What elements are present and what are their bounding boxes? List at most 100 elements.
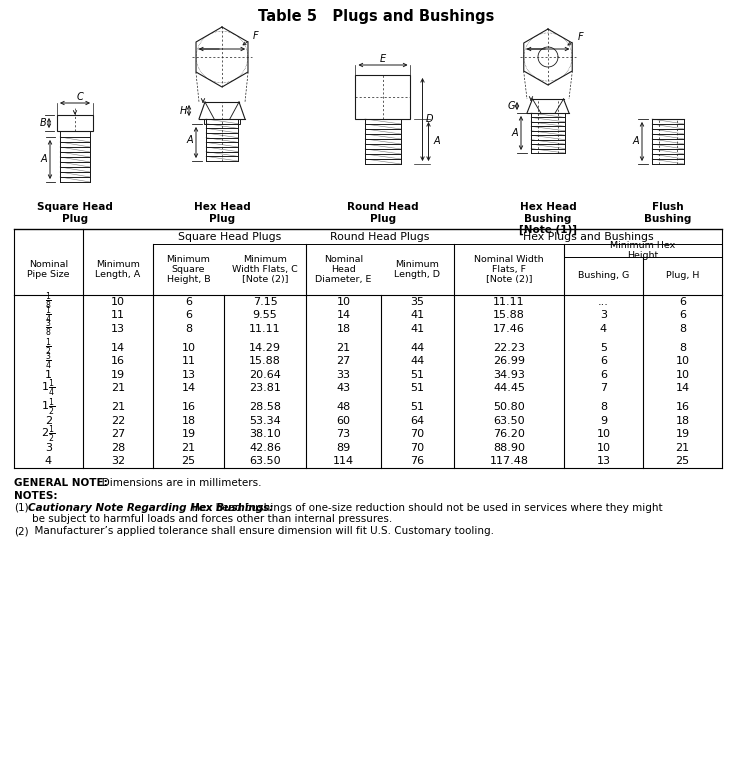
- Text: B: B: [40, 118, 47, 128]
- Text: 9.55: 9.55: [252, 310, 277, 320]
- Text: NOTES:: NOTES:: [14, 491, 57, 501]
- Text: Manufacturer’s applied tolerance shall ensure dimension will fit U.S. Customary : Manufacturer’s applied tolerance shall e…: [28, 526, 494, 536]
- Text: 14: 14: [675, 383, 690, 393]
- Text: Plug, H: Plug, H: [666, 272, 700, 281]
- Text: Square Head
Plug: Square Head Plug: [37, 202, 113, 223]
- Text: 22.23: 22.23: [493, 343, 525, 353]
- Text: Round Head
Plug: Round Head Plug: [347, 202, 419, 223]
- Text: 11.11: 11.11: [249, 324, 281, 334]
- Text: 10: 10: [675, 357, 690, 366]
- Text: Hex Head
Bushing
[Note (1)]: Hex Head Bushing [Note (1)]: [519, 202, 577, 235]
- Text: 8: 8: [600, 402, 607, 413]
- Text: 28.58: 28.58: [249, 402, 281, 413]
- Text: A: A: [633, 136, 639, 147]
- Text: Minimum
Length, D: Minimum Length, D: [395, 260, 441, 279]
- Text: 88.90: 88.90: [493, 443, 525, 453]
- Text: 7: 7: [600, 383, 607, 393]
- Text: 6: 6: [185, 297, 192, 307]
- Text: $\mathregular{\frac{3}{8}}$: $\mathregular{\frac{3}{8}}$: [45, 318, 52, 339]
- Text: Hex head bushings of one-size reduction should not be used in services where the: Hex head bushings of one-size reduction …: [189, 503, 663, 513]
- Text: 42.86: 42.86: [249, 443, 281, 453]
- Text: 28: 28: [111, 443, 125, 453]
- Text: 51: 51: [410, 369, 425, 380]
- Text: 18: 18: [337, 324, 351, 334]
- Text: 41: 41: [410, 310, 425, 320]
- Text: Minimum
Square
Height, B: Minimum Square Height, B: [166, 254, 210, 285]
- Text: Minimum
Length, A: Minimum Length, A: [96, 260, 141, 279]
- Text: 2: 2: [45, 416, 52, 425]
- Text: 27: 27: [111, 429, 125, 439]
- Text: 6: 6: [600, 369, 607, 380]
- Text: 14: 14: [181, 383, 196, 393]
- Text: E: E: [380, 54, 386, 64]
- Text: 19: 19: [181, 429, 196, 439]
- Text: 23.81: 23.81: [249, 383, 281, 393]
- Text: 64: 64: [410, 416, 425, 425]
- Text: 73: 73: [337, 429, 351, 439]
- Text: Hex Head
Plug: Hex Head Plug: [194, 202, 251, 223]
- Text: Dimensions are in millimeters.: Dimensions are in millimeters.: [92, 478, 261, 488]
- Text: 25: 25: [181, 456, 196, 466]
- Text: Bushing, G: Bushing, G: [578, 272, 629, 281]
- Text: 19: 19: [675, 429, 690, 439]
- Text: 6: 6: [679, 310, 686, 320]
- Text: 21: 21: [337, 343, 351, 353]
- Text: 17.46: 17.46: [493, 324, 525, 334]
- Text: 114: 114: [333, 456, 354, 466]
- Text: 14.29: 14.29: [249, 343, 281, 353]
- Text: GENERAL NOTE:: GENERAL NOTE:: [14, 478, 108, 488]
- Text: 1$\mathregular{\frac{1}{4}}$: 1$\mathregular{\frac{1}{4}}$: [41, 378, 56, 399]
- Text: A: A: [187, 135, 194, 145]
- Text: 44.45: 44.45: [493, 383, 525, 393]
- Text: C: C: [77, 92, 84, 102]
- Text: 11: 11: [181, 357, 196, 366]
- Text: 34.93: 34.93: [493, 369, 525, 380]
- Text: 8: 8: [679, 343, 686, 353]
- Text: F: F: [568, 33, 583, 45]
- Text: 6: 6: [600, 357, 607, 366]
- Text: 16: 16: [111, 357, 125, 366]
- Text: 10: 10: [337, 297, 350, 307]
- Text: 8: 8: [185, 324, 192, 334]
- Text: Cautionary Note Regarding Hex Bushings:: Cautionary Note Regarding Hex Bushings:: [28, 503, 273, 513]
- Text: 13: 13: [181, 369, 196, 380]
- Text: 3: 3: [600, 310, 607, 320]
- Text: 1$\mathregular{\frac{1}{2}}$: 1$\mathregular{\frac{1}{2}}$: [41, 397, 56, 418]
- Text: 5: 5: [600, 343, 607, 353]
- Text: $\mathregular{\frac{3}{4}}$: $\mathregular{\frac{3}{4}}$: [45, 350, 52, 372]
- Text: 26.99: 26.99: [493, 357, 525, 366]
- Text: 76.20: 76.20: [493, 429, 525, 439]
- Text: Table 5   Plugs and Bushings: Table 5 Plugs and Bushings: [258, 9, 494, 24]
- Text: Nominal
Head
Diameter, E: Nominal Head Diameter, E: [316, 254, 372, 285]
- Text: 6: 6: [679, 297, 686, 307]
- Text: 16: 16: [181, 402, 196, 413]
- Text: $\mathregular{\frac{1}{4}}$: $\mathregular{\frac{1}{4}}$: [45, 304, 52, 326]
- Text: 43: 43: [337, 383, 351, 393]
- Text: 10: 10: [181, 343, 196, 353]
- Text: 32: 32: [111, 456, 125, 466]
- Text: 1: 1: [45, 369, 52, 380]
- Text: 70: 70: [410, 443, 425, 453]
- Text: 3: 3: [45, 443, 52, 453]
- Text: 18: 18: [675, 416, 690, 425]
- Text: 44: 44: [410, 343, 425, 353]
- Text: D: D: [425, 114, 433, 124]
- Text: (1): (1): [14, 503, 29, 513]
- Text: 20.64: 20.64: [249, 369, 281, 380]
- Text: 21: 21: [675, 443, 690, 453]
- Text: be subject to harmful loads and forces other than internal pressures.: be subject to harmful loads and forces o…: [32, 514, 392, 524]
- Text: Minimum
Width Flats, C
[Note (2)]: Minimum Width Flats, C [Note (2)]: [232, 254, 298, 285]
- Text: F: F: [243, 31, 259, 45]
- Text: 76: 76: [410, 456, 425, 466]
- Text: 21: 21: [181, 443, 196, 453]
- Text: 11: 11: [111, 310, 125, 320]
- Text: 13: 13: [111, 324, 125, 334]
- Text: 14: 14: [111, 343, 125, 353]
- Text: Round Head Plugs: Round Head Plugs: [331, 232, 430, 241]
- Text: 53.34: 53.34: [249, 416, 281, 425]
- Text: 18: 18: [181, 416, 196, 425]
- Text: ...: ...: [598, 297, 609, 307]
- Text: (2): (2): [14, 526, 29, 536]
- Text: Square Head Plugs: Square Head Plugs: [178, 232, 281, 241]
- Bar: [204, 119, 240, 124]
